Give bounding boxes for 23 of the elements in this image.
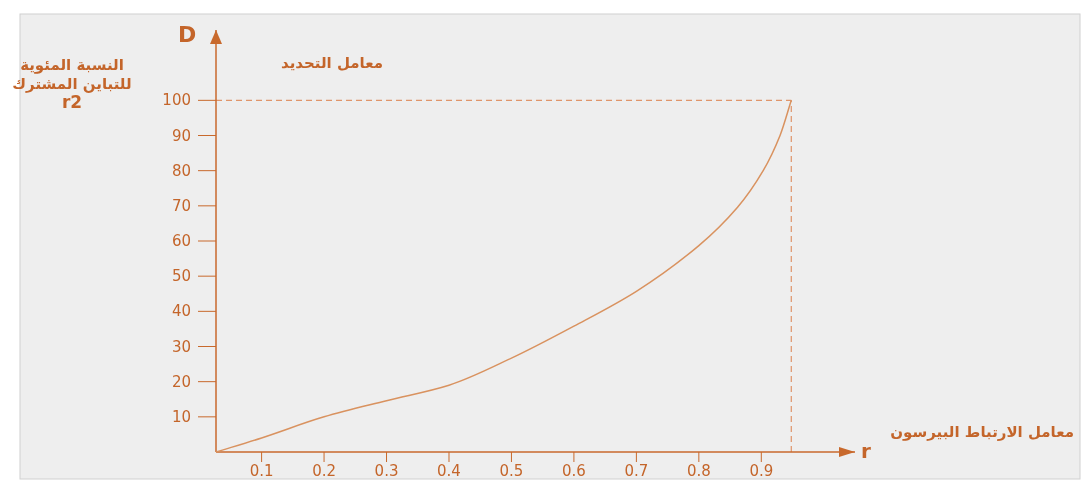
text: D bbox=[178, 22, 197, 47]
y-tick-label: 50 bbox=[171, 267, 191, 286]
text: r bbox=[861, 439, 871, 463]
x-tick-label: 0.5 bbox=[499, 462, 524, 480]
y-tick-label: 90 bbox=[171, 126, 191, 145]
y-tick-label: 80 bbox=[171, 161, 191, 180]
y-tick-label: 60 bbox=[171, 232, 191, 250]
y-tick-label: 10 bbox=[171, 407, 191, 426]
x-tick-label: 0.9 bbox=[749, 462, 774, 480]
y-tick-label: 40 bbox=[171, 302, 191, 321]
y-tick-label: 30 bbox=[171, 337, 191, 356]
x-tick-label: 0.4 bbox=[437, 462, 461, 480]
x-tick-label: 0.6 bbox=[561, 462, 586, 480]
x-axis-title: معامل الارتباط البيرسون bbox=[890, 423, 1074, 441]
x-tick-label: 0.8 bbox=[686, 462, 711, 480]
y-tick-label: 70 bbox=[171, 196, 191, 215]
text: معامل التحديد bbox=[281, 54, 383, 72]
y-tick-label: 20 bbox=[171, 372, 191, 391]
x-tick-label: 0.3 bbox=[374, 462, 399, 480]
y-tick-label: 100 bbox=[162, 91, 191, 110]
x-tick-label: 0.7 bbox=[624, 462, 649, 480]
x-tick-label: 0.2 bbox=[312, 462, 336, 480]
x-tick-label: 0.1 bbox=[249, 462, 274, 480]
